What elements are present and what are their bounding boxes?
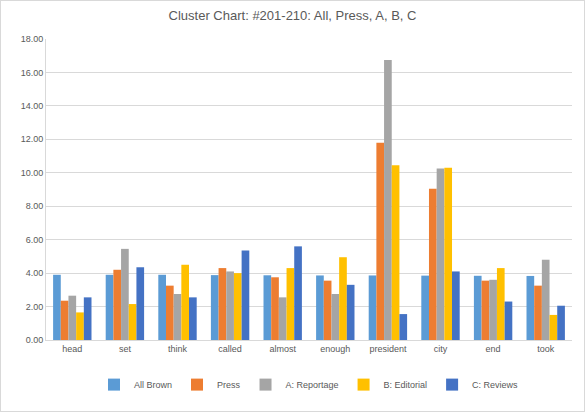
svg-text:took: took bbox=[537, 344, 555, 354]
svg-text:8.00: 8.00 bbox=[26, 201, 44, 211]
svg-text:12.00: 12.00 bbox=[21, 134, 44, 144]
svg-text:4.00: 4.00 bbox=[26, 268, 44, 278]
svg-text:A: Reportage: A: Reportage bbox=[286, 380, 339, 390]
svg-text:14.00: 14.00 bbox=[21, 101, 44, 111]
svg-text:think: think bbox=[168, 344, 188, 354]
svg-text:6.00: 6.00 bbox=[26, 235, 44, 245]
svg-text:Cluster Chart: #201-210: All,: Cluster Chart: #201-210: All, Press, A, … bbox=[169, 8, 417, 23]
svg-text:president: president bbox=[369, 344, 407, 354]
svg-text:called: called bbox=[218, 344, 242, 354]
svg-text:head: head bbox=[62, 344, 82, 354]
svg-text:B: Editorial: B: Editorial bbox=[384, 380, 428, 390]
svg-text:enough: enough bbox=[320, 344, 350, 354]
svg-text:Press: Press bbox=[217, 380, 241, 390]
svg-text:city: city bbox=[434, 344, 448, 354]
svg-text:10.00: 10.00 bbox=[21, 168, 44, 178]
svg-text:18.00: 18.00 bbox=[21, 34, 44, 44]
svg-text:C: Reviews: C: Reviews bbox=[472, 380, 518, 390]
svg-text:All Brown: All Brown bbox=[134, 380, 172, 390]
svg-text:end: end bbox=[486, 344, 501, 354]
svg-text:16.00: 16.00 bbox=[21, 68, 44, 78]
svg-text:almost: almost bbox=[269, 344, 296, 354]
svg-text:0.00: 0.00 bbox=[26, 335, 44, 345]
svg-text:set: set bbox=[119, 344, 132, 354]
svg-text:2.00: 2.00 bbox=[26, 302, 44, 312]
